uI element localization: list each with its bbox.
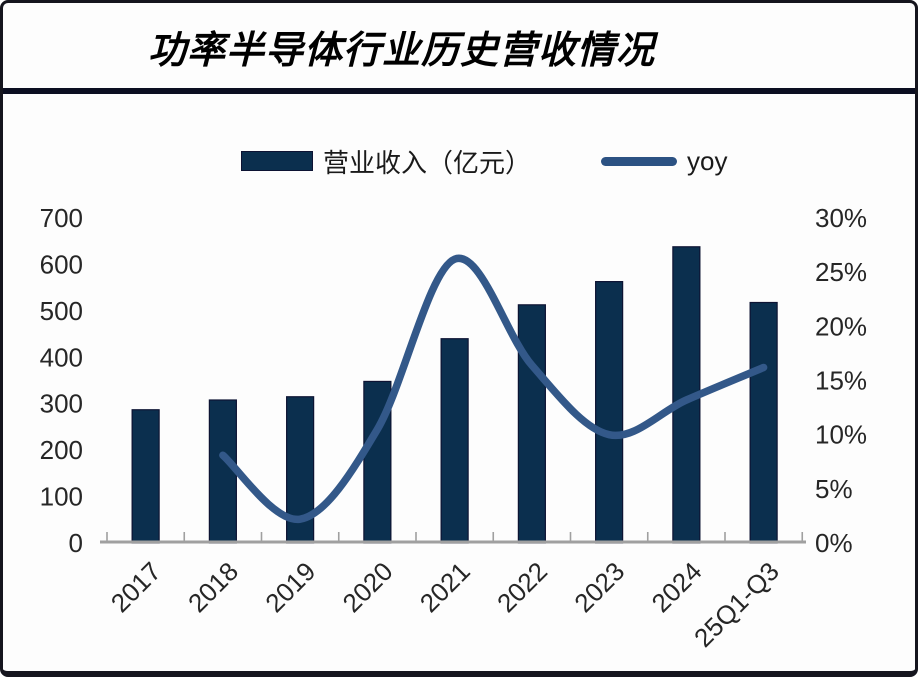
x-axis-label-2021: 2021 [414, 556, 476, 618]
left-axis-label-100: 100 [40, 482, 83, 512]
left-axis-label-700: 700 [40, 203, 83, 233]
legend-item-revenue: 营业收入（亿元） [241, 143, 531, 180]
x-axis-label-25Q1-Q3: 25Q1-Q3 [688, 556, 785, 653]
x-axis-label-2022: 2022 [491, 556, 553, 618]
x-axis-label-2017: 2017 [105, 556, 167, 618]
title-divider [3, 88, 915, 94]
right-axis-label-10: 10% [815, 420, 867, 450]
left-axis-label-200: 200 [40, 435, 83, 465]
right-axis-label-30: 30% [815, 203, 867, 233]
bar-25Q1-Q3 [749, 301, 778, 544]
line-series-swatch-icon [601, 156, 678, 166]
right-axis-label-0: 0% [815, 528, 853, 558]
legend-label-revenue: 营业收入（亿元） [323, 147, 532, 178]
bar-2021 [440, 338, 469, 544]
bar-2017 [131, 409, 160, 544]
legend-label-yoy: yoy [687, 145, 728, 176]
right-axis-label-5: 5% [815, 474, 853, 504]
chart-legend: 营业收入（亿元） yoy [241, 143, 727, 179]
left-axis-label-0: 0 [69, 528, 83, 558]
left-axis-label-600: 600 [40, 249, 83, 279]
yoy-line [219, 254, 768, 523]
bar-series-swatch-icon [241, 151, 313, 171]
legend-item-yoy: yoy [601, 146, 727, 177]
x-axis-label-2023: 2023 [568, 556, 630, 618]
x-axis-label-2018: 2018 [182, 556, 244, 618]
x-axis-label-2020: 2020 [337, 556, 399, 618]
chart-plot-area: 0 100 200 300 400 500 600 700 0% 5% 10% 15% 20% 25% 30… [40, 203, 867, 653]
bar-2022 [517, 304, 546, 544]
left-axis-label-300: 300 [40, 389, 83, 419]
bar-2018 [208, 399, 237, 544]
right-axis-label-15: 15% [815, 366, 867, 396]
left-axis-label-400: 400 [40, 342, 83, 372]
x-axis-label-2019: 2019 [259, 556, 321, 618]
x-axis-label-2024: 2024 [646, 556, 708, 618]
bar-2023 [595, 281, 624, 544]
left-axis-label-500: 500 [40, 296, 83, 326]
right-axis-label-20: 20% [815, 311, 867, 341]
right-axis-label-25: 25% [815, 257, 867, 287]
page-title: 功率半导体行业历史营收情况 [148, 30, 656, 72]
